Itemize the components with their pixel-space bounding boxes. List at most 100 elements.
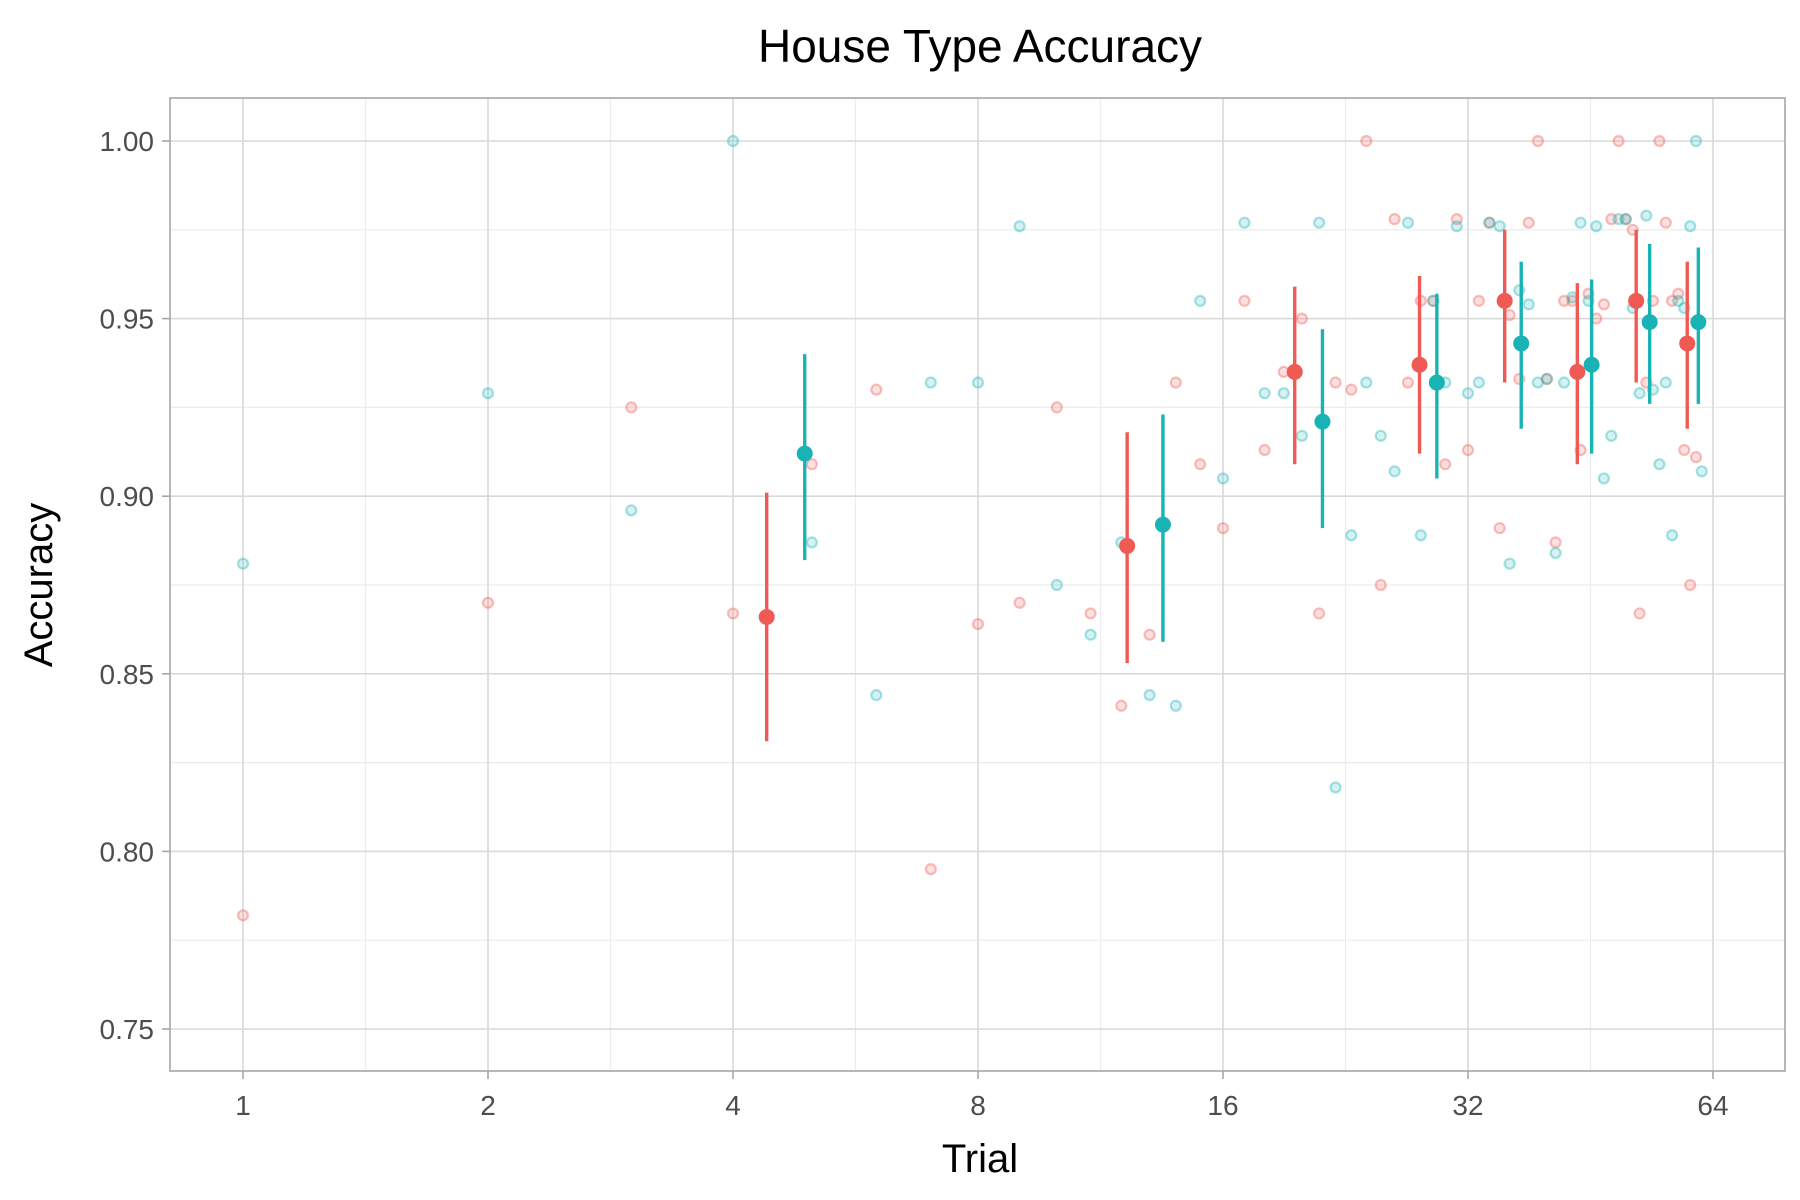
mean-point-red — [1679, 335, 1696, 352]
raw-point-teal — [1143, 689, 1156, 702]
raw-point-teal — [1503, 557, 1516, 570]
y-axis-title: Accuracy — [17, 503, 61, 668]
raw-point-teal — [1689, 134, 1703, 148]
raw-point-red — [1612, 134, 1625, 148]
mean-point-teal — [1428, 374, 1445, 391]
raw-point-teal — [1374, 429, 1387, 442]
raw-point-red — [1678, 443, 1691, 457]
raw-point-teal — [1345, 529, 1358, 542]
raw-point-teal — [1665, 529, 1679, 542]
raw-point-red — [1540, 372, 1553, 386]
y-tick-label: 0.80 — [100, 836, 155, 867]
raw-point-teal — [1695, 465, 1708, 478]
raw-point-teal — [1450, 220, 1463, 233]
raw-point-red — [481, 596, 495, 609]
raw-point-teal — [1313, 216, 1326, 229]
raw-point-teal — [726, 134, 740, 148]
raw-point-red — [1672, 287, 1685, 300]
tick-labels: 1 2 4 8 16 32 64 0.75 0.80 0.85 0.90 0.95 1.00 — [100, 126, 1729, 1121]
raw-point-red — [1483, 216, 1496, 229]
raw-point-teal — [1493, 220, 1506, 233]
raw-point-red — [1450, 213, 1463, 226]
raw-point-teal — [1653, 458, 1666, 471]
raw-point-red — [1653, 134, 1666, 148]
raw-point-red — [1472, 294, 1485, 307]
raw-point-red — [1194, 458, 1207, 471]
mean-point-red — [1286, 363, 1303, 380]
raw-point-red — [1684, 578, 1697, 592]
raw-point-teal — [481, 387, 495, 400]
raw-point-red — [924, 863, 937, 876]
raw-point-teal — [1684, 220, 1697, 233]
mean-point-teal — [1513, 335, 1530, 352]
raw-point-red — [1558, 294, 1571, 307]
x-tick-label: 4 — [725, 1090, 741, 1121]
mean-point-red — [1496, 292, 1513, 309]
raw-point-red — [1531, 134, 1545, 148]
raw-point-teal — [1633, 387, 1646, 400]
raw-point-teal — [1461, 387, 1475, 400]
raw-point-teal — [1640, 209, 1653, 222]
raw-point-teal — [1619, 213, 1632, 226]
raw-point-red — [1143, 628, 1156, 641]
raw-point-red — [1258, 443, 1271, 457]
raw-point-red — [1439, 458, 1452, 471]
y-tick-label: 0.95 — [100, 304, 155, 335]
raw-point-teal — [1612, 213, 1625, 226]
raw-point-red — [1388, 213, 1401, 226]
mean-point-red — [1628, 292, 1645, 309]
raw-point-red — [1169, 376, 1182, 389]
raw-point-teal — [1672, 294, 1685, 307]
raw-point-red — [1633, 607, 1646, 620]
raw-point-red — [1374, 578, 1387, 592]
raw-point-red — [1360, 134, 1373, 148]
raw-point-red — [1084, 607, 1097, 620]
mean-point-teal — [796, 445, 813, 462]
raw-point-red — [1549, 536, 1562, 549]
x-tick-label: 16 — [1207, 1090, 1238, 1121]
raw-point-teal — [1659, 376, 1672, 389]
raw-point-red — [1050, 401, 1063, 414]
raw-point-teal — [1295, 429, 1308, 442]
raw-point-red — [625, 401, 638, 414]
ticks — [162, 140, 1714, 1079]
raw-point-teal — [1169, 699, 1182, 712]
y-tick-label: 0.90 — [100, 481, 155, 512]
raw-point-red — [1313, 607, 1326, 620]
raw-point-teal — [805, 536, 818, 549]
mean-points — [758, 292, 1707, 625]
raw-point-teal — [1414, 529, 1427, 542]
raw-point-teal — [236, 557, 250, 570]
raw-point-teal — [1194, 294, 1207, 307]
chart-title: House Type Accuracy — [758, 20, 1202, 72]
mean-point-teal — [1154, 516, 1171, 533]
mean-point-teal — [1583, 356, 1600, 373]
raw-point-red — [1329, 376, 1342, 389]
raw-point-red — [1659, 216, 1672, 229]
raw-point-red — [1461, 443, 1475, 457]
y-tick-label: 0.75 — [100, 1014, 155, 1045]
raw-point-red — [1401, 376, 1415, 389]
grid — [170, 98, 1785, 1071]
raw-point-teal — [1084, 628, 1097, 641]
raw-point-teal — [1013, 220, 1026, 233]
raw-point-teal — [1531, 376, 1545, 389]
raw-point-red — [971, 617, 985, 631]
raw-point-red — [1216, 522, 1230, 535]
x-tick-label: 8 — [970, 1090, 986, 1121]
raw-point-red — [870, 383, 883, 396]
raw-point-teal — [1597, 472, 1610, 485]
mean-point-red — [758, 608, 775, 625]
raw-point-red — [236, 909, 250, 922]
raw-point-teal — [1360, 376, 1373, 389]
mean-point-teal — [1641, 314, 1658, 331]
raw-point-red — [1115, 699, 1128, 712]
raw-point-teal — [1277, 387, 1290, 400]
raw-point-teal — [1050, 578, 1063, 592]
raw-point-teal — [1590, 220, 1603, 233]
raw-point-teal — [1258, 387, 1271, 400]
raw-point-teal — [1605, 429, 1618, 442]
raw-point-teal — [625, 504, 638, 517]
